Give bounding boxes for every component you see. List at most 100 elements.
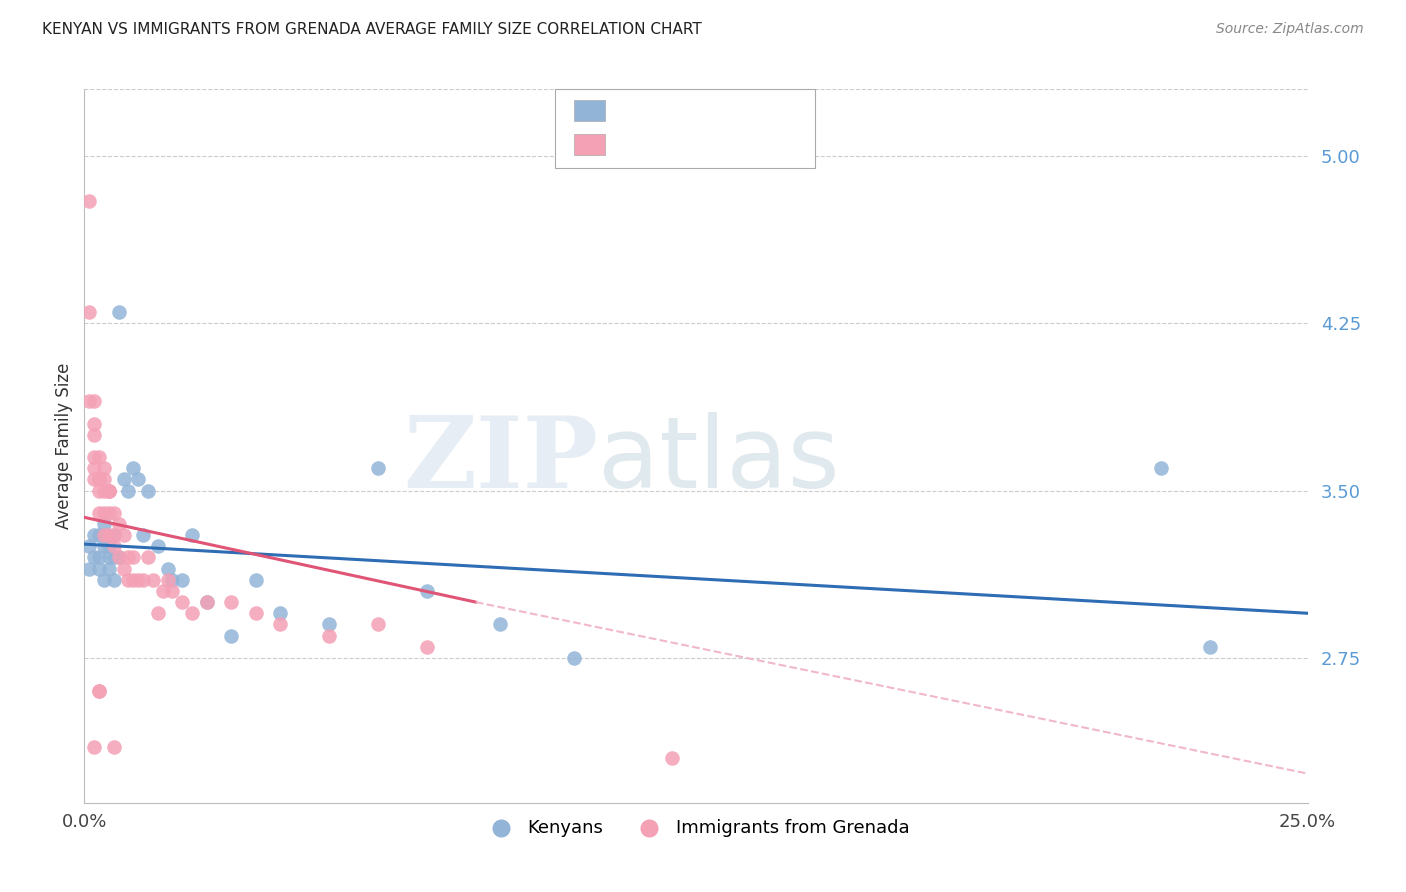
Point	[122, 550, 145, 565]
Point	[97, 550, 120, 565]
Point	[122, 461, 145, 475]
Point	[416, 583, 439, 598]
Point	[661, 751, 683, 765]
Text: Source: ZipAtlas.com: Source: ZipAtlas.com	[1216, 22, 1364, 37]
Point	[318, 617, 340, 632]
Point	[87, 684, 110, 698]
Point	[136, 483, 159, 498]
Point	[117, 483, 139, 498]
Point	[269, 617, 291, 632]
Text: KENYAN VS IMMIGRANTS FROM GRENADA AVERAGE FAMILY SIZE CORRELATION CHART: KENYAN VS IMMIGRANTS FROM GRENADA AVERAG…	[42, 22, 702, 37]
Point	[136, 550, 159, 565]
Point	[77, 539, 100, 553]
Point	[152, 583, 174, 598]
Point	[127, 573, 149, 587]
Point	[127, 472, 149, 486]
Text: R = -0.146: R = -0.146	[613, 101, 702, 119]
Point	[97, 562, 120, 576]
Point	[107, 550, 129, 565]
Point	[142, 573, 165, 587]
Point	[83, 461, 105, 475]
Point	[103, 528, 125, 542]
Point	[83, 472, 105, 486]
Point	[87, 472, 110, 486]
Point	[87, 450, 110, 464]
Point	[1198, 640, 1220, 654]
Point	[172, 573, 194, 587]
Point	[83, 550, 105, 565]
Point	[156, 573, 179, 587]
Legend: Kenyans, Immigrants from Grenada: Kenyans, Immigrants from Grenada	[475, 812, 917, 844]
Point	[122, 573, 145, 587]
Point	[87, 684, 110, 698]
Point	[93, 506, 115, 520]
Point	[93, 573, 115, 587]
Text: ZIP: ZIP	[404, 412, 598, 508]
Point	[367, 617, 389, 632]
Point	[181, 528, 204, 542]
Point	[87, 483, 110, 498]
Point	[97, 483, 120, 498]
Point	[87, 562, 110, 576]
Point	[107, 550, 129, 565]
Text: N = 57: N = 57	[724, 135, 786, 153]
Point	[103, 573, 125, 587]
Point	[83, 394, 105, 409]
Point	[219, 628, 242, 642]
Point	[83, 427, 105, 442]
Point	[97, 506, 120, 520]
Point	[77, 305, 100, 319]
Point	[97, 528, 120, 542]
Text: atlas: atlas	[598, 412, 839, 508]
Point	[162, 573, 184, 587]
Point	[107, 305, 129, 319]
Point	[93, 472, 115, 486]
Point	[112, 562, 135, 576]
Point	[162, 583, 184, 598]
Point	[93, 483, 115, 498]
Point	[77, 562, 100, 576]
Point	[97, 483, 120, 498]
Point	[77, 394, 100, 409]
Point	[489, 617, 512, 632]
Point	[117, 573, 139, 587]
Point	[93, 516, 115, 531]
Y-axis label: Average Family Size: Average Family Size	[55, 363, 73, 529]
Point	[219, 595, 242, 609]
Point	[1150, 461, 1173, 475]
Point	[93, 528, 115, 542]
Point	[117, 550, 139, 565]
Point	[172, 595, 194, 609]
Point	[97, 539, 120, 553]
Point	[103, 739, 125, 754]
Point	[103, 506, 125, 520]
Point	[245, 573, 267, 587]
Point	[132, 573, 155, 587]
Point	[97, 483, 120, 498]
Point	[112, 472, 135, 486]
Point	[181, 606, 204, 620]
Point	[103, 550, 125, 565]
Point	[156, 562, 179, 576]
Point	[83, 528, 105, 542]
Text: N = 40: N = 40	[724, 101, 786, 119]
Point	[318, 628, 340, 642]
Point	[93, 539, 115, 553]
Point	[562, 651, 585, 665]
Point	[103, 528, 125, 542]
Point	[87, 506, 110, 520]
Point	[87, 550, 110, 565]
Point	[77, 194, 100, 208]
Point	[195, 595, 218, 609]
Point	[83, 450, 105, 464]
Point	[83, 739, 105, 754]
Point	[112, 528, 135, 542]
Point	[146, 606, 169, 620]
Point	[87, 472, 110, 486]
Point	[245, 606, 267, 620]
Point	[107, 516, 129, 531]
Point	[132, 528, 155, 542]
Point	[87, 528, 110, 542]
Point	[103, 539, 125, 553]
Point	[195, 595, 218, 609]
